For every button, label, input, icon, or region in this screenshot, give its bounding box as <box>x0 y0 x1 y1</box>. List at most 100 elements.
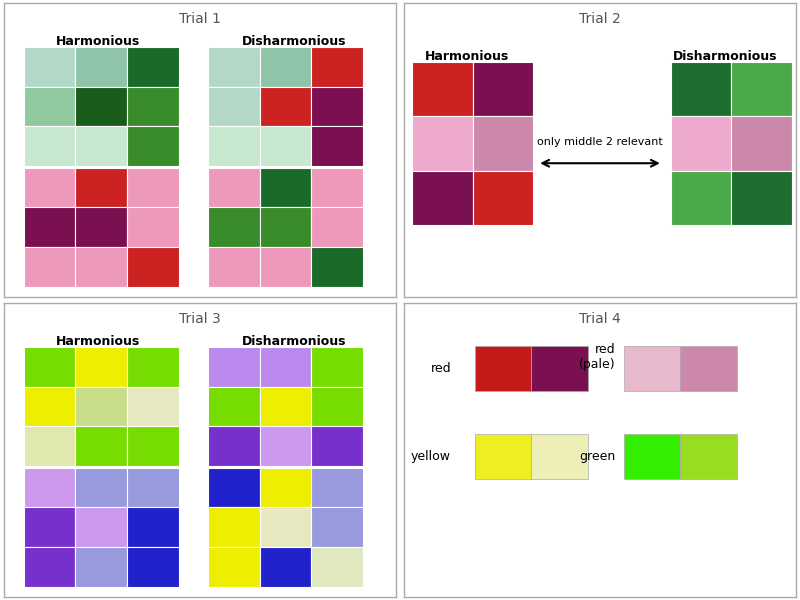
Bar <box>127 347 179 387</box>
Bar <box>473 116 534 170</box>
Bar <box>259 347 311 387</box>
Text: red: red <box>430 362 451 375</box>
Bar <box>24 167 75 208</box>
Bar <box>24 387 75 427</box>
Bar <box>259 427 311 466</box>
Bar <box>311 47 363 87</box>
Bar <box>127 127 179 166</box>
Text: yellow: yellow <box>411 450 451 463</box>
Bar <box>474 346 531 391</box>
Bar <box>127 547 179 587</box>
Bar <box>127 167 179 208</box>
Bar <box>208 127 259 166</box>
Text: Disharmonious: Disharmonious <box>242 335 346 349</box>
Text: green: green <box>579 450 616 463</box>
Bar <box>208 208 259 247</box>
Bar <box>208 87 259 127</box>
Bar <box>127 467 179 508</box>
Bar <box>24 208 75 247</box>
Bar <box>531 346 588 391</box>
Bar <box>311 387 363 427</box>
Bar <box>127 508 179 547</box>
Bar <box>311 127 363 166</box>
Bar <box>473 62 534 116</box>
Bar <box>259 387 311 427</box>
Bar <box>75 547 127 587</box>
Bar <box>259 167 311 208</box>
Bar <box>259 47 311 87</box>
Text: Trial 2: Trial 2 <box>579 12 621 26</box>
Text: Harmonious: Harmonious <box>56 335 140 349</box>
Bar <box>311 508 363 547</box>
Bar <box>24 247 75 287</box>
Bar <box>670 62 731 116</box>
Bar <box>208 167 259 208</box>
Bar <box>127 47 179 87</box>
Bar <box>311 347 363 387</box>
Bar <box>259 127 311 166</box>
Bar <box>24 427 75 466</box>
Bar <box>259 247 311 287</box>
Bar <box>208 347 259 387</box>
Bar <box>680 346 738 391</box>
Text: only middle 2 relevant: only middle 2 relevant <box>537 137 663 147</box>
Bar <box>75 167 127 208</box>
Bar <box>75 47 127 87</box>
Bar <box>24 347 75 387</box>
Text: Disharmonious: Disharmonious <box>673 50 778 63</box>
Bar <box>208 547 259 587</box>
Text: Trial 3: Trial 3 <box>179 312 221 326</box>
Bar <box>531 434 588 479</box>
Bar <box>474 434 531 479</box>
Bar <box>311 467 363 508</box>
Bar <box>259 208 311 247</box>
Bar <box>731 116 792 170</box>
Bar <box>208 508 259 547</box>
Bar <box>75 208 127 247</box>
Text: Harmonious: Harmonious <box>425 50 509 63</box>
Bar <box>623 346 680 391</box>
Bar <box>259 547 311 587</box>
Bar <box>127 427 179 466</box>
Bar <box>75 247 127 287</box>
Bar <box>208 47 259 87</box>
Bar <box>127 387 179 427</box>
Bar <box>24 467 75 508</box>
Bar <box>75 508 127 547</box>
Bar <box>75 87 127 127</box>
Bar <box>24 47 75 87</box>
Bar <box>311 247 363 287</box>
Text: Harmonious: Harmonious <box>56 35 140 49</box>
Bar <box>412 116 473 170</box>
Bar <box>311 208 363 247</box>
Bar <box>24 87 75 127</box>
Bar <box>24 547 75 587</box>
Bar <box>208 427 259 466</box>
Bar <box>127 87 179 127</box>
Bar <box>208 247 259 287</box>
Text: Trial 1: Trial 1 <box>179 12 221 26</box>
Bar <box>75 347 127 387</box>
Text: Trial 4: Trial 4 <box>579 312 621 326</box>
Bar <box>127 247 179 287</box>
Bar <box>311 427 363 466</box>
Bar <box>670 170 731 225</box>
Bar <box>412 62 473 116</box>
Bar <box>75 387 127 427</box>
Bar <box>208 387 259 427</box>
Bar <box>259 87 311 127</box>
Bar <box>680 434 738 479</box>
Bar <box>731 62 792 116</box>
Bar <box>259 467 311 508</box>
Bar <box>623 434 680 479</box>
Bar <box>75 467 127 508</box>
Bar <box>24 508 75 547</box>
Text: red
(pale): red (pale) <box>579 343 616 371</box>
Bar <box>75 127 127 166</box>
Bar <box>24 127 75 166</box>
Bar <box>127 208 179 247</box>
Bar <box>473 170 534 225</box>
Bar <box>75 427 127 466</box>
Bar <box>731 170 792 225</box>
Bar <box>311 547 363 587</box>
